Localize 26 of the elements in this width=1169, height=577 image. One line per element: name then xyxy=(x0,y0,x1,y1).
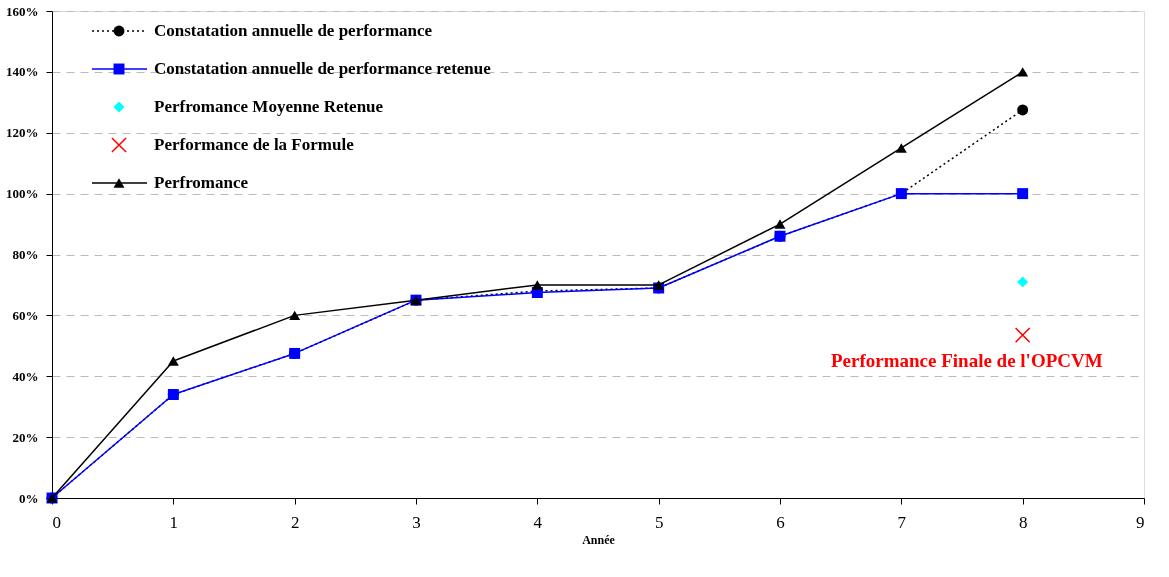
legend-label: Perfromance Moyenne Retenue xyxy=(154,97,384,116)
y-tick-label: 80% xyxy=(12,247,39,262)
y-tick-label: 140% xyxy=(6,64,39,80)
y-tick-label: 160% xyxy=(6,3,39,19)
legend-label: Perfromance xyxy=(154,173,249,192)
legend-label: Constatation annuelle de performance retenue xyxy=(154,59,492,78)
y-tick-label: 120% xyxy=(6,125,39,141)
x-tick-label: 9 xyxy=(1136,512,1145,532)
annotation: Performance Finale de l'OPCVM xyxy=(830,350,1103,372)
x-tick-label: 8 xyxy=(1018,512,1028,532)
y-tick-label: 60% xyxy=(12,307,39,323)
x-tick-label: 7 xyxy=(897,512,907,532)
y-tick-label: 0% xyxy=(19,490,39,506)
y-tick-label: 20% xyxy=(12,429,39,445)
x-tick-label: 2 xyxy=(290,512,300,532)
y-tick-label: 100% xyxy=(6,186,39,202)
x-axis-title: Année xyxy=(582,532,616,547)
x-tick-label: 1 xyxy=(169,512,179,532)
legend-label: Constatation annuelle de performance xyxy=(154,21,433,40)
legend-label: Performance de la Formule xyxy=(154,135,355,154)
x-tick-label: 4 xyxy=(533,512,543,532)
x-tick-label: 0 xyxy=(52,512,61,532)
x-tick-label: 6 xyxy=(776,512,785,532)
x-tick-label: 5 xyxy=(654,512,664,532)
y-tick-label: 40% xyxy=(12,368,39,384)
x-tick-label: 3 xyxy=(412,512,421,532)
